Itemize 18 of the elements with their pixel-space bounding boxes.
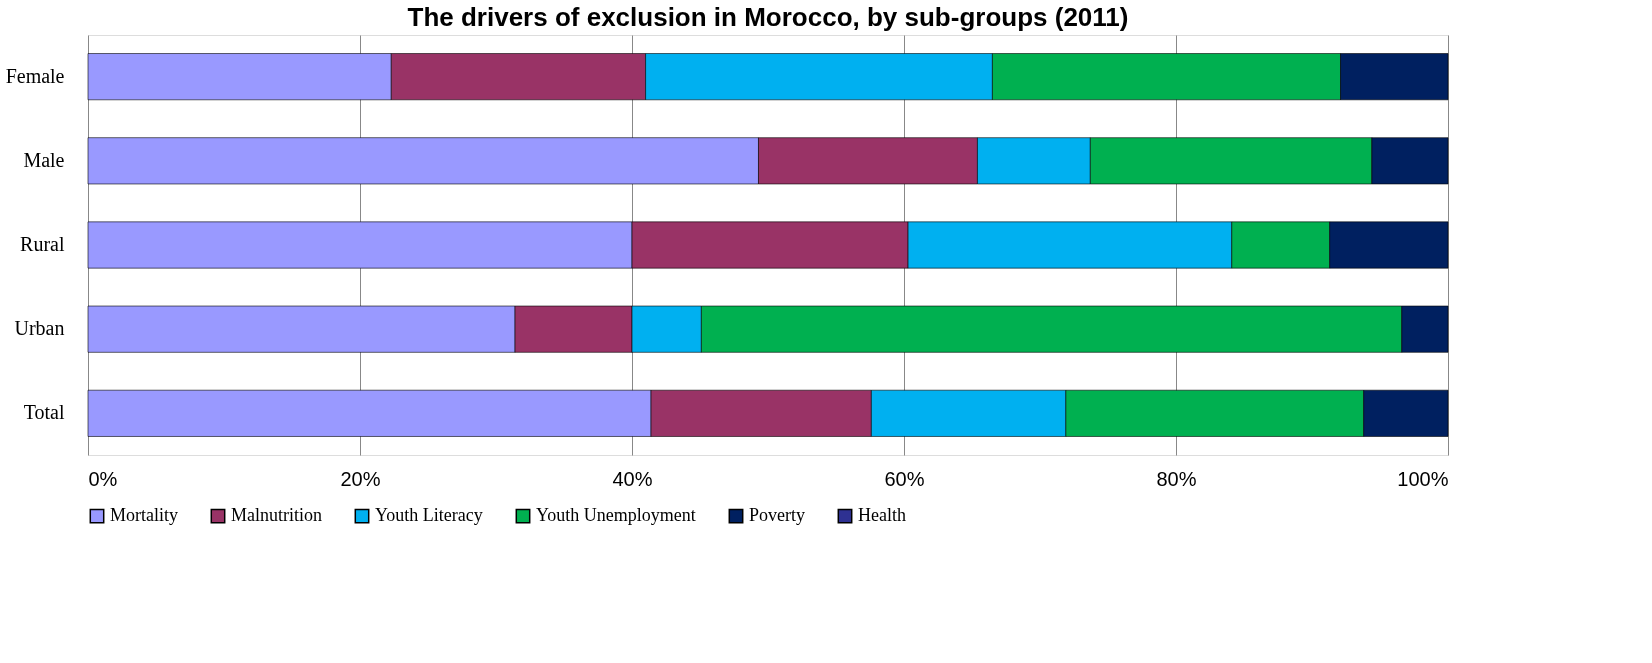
y-tick-label: Female xyxy=(5,64,65,87)
legend-label: Health xyxy=(858,505,906,526)
legend-label: Youth Unemployment xyxy=(536,505,696,526)
legend-label: Mortality xyxy=(110,505,178,526)
x-tick-label: 80% xyxy=(1156,467,1197,490)
x-tick-label: 60% xyxy=(884,467,925,490)
y-tick-label: Total xyxy=(23,401,65,424)
x-tick-label: 40% xyxy=(612,467,653,490)
y-tick-label: Male xyxy=(23,148,65,171)
x-tick-label: 0% xyxy=(88,467,118,490)
x-tick-label: 20% xyxy=(340,467,381,490)
x-tick-label: 100% xyxy=(1397,467,1449,490)
legend-label: Malnutrition xyxy=(231,505,322,526)
y-tick-label: Urban xyxy=(14,317,65,340)
legend-label: Youth Literacy xyxy=(375,505,483,526)
legend-label: Poverty xyxy=(749,505,805,526)
y-tick-label: Rural xyxy=(20,233,65,255)
chart-title: The drivers of exclusion in Morocco, by sub-groups (2011) xyxy=(407,2,1129,32)
